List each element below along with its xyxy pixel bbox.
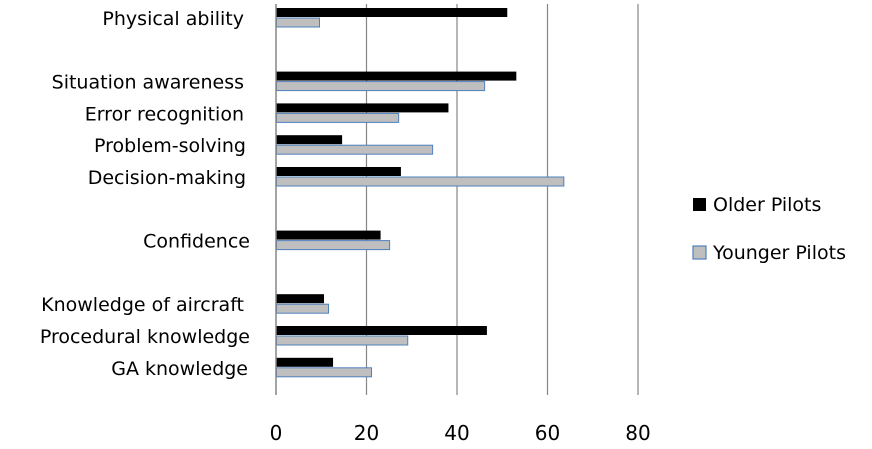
bar-older — [276, 357, 334, 367]
legend-label: Younger Pilots — [712, 242, 846, 264]
legend-swatch — [693, 198, 706, 211]
bar-older — [276, 326, 487, 335]
bar-younger — [276, 112, 400, 123]
category-label: Problem-solving — [94, 135, 246, 157]
category-label: Physical ability — [102, 8, 244, 30]
bar-younger — [276, 367, 373, 378]
legend-swatch — [692, 245, 707, 260]
bars — [276, 8, 565, 378]
bar-younger — [276, 303, 330, 314]
category-label: Situation awareness — [52, 72, 244, 94]
bar-younger — [276, 17, 320, 28]
bar-younger — [276, 81, 486, 92]
bar-younger — [276, 240, 391, 251]
tick-label: 20 — [354, 421, 379, 445]
category-label: Error recognition — [85, 103, 244, 125]
tick-labels: 0 20 40 60 80 — [270, 421, 651, 445]
bar-older — [276, 103, 449, 113]
bar-older — [276, 8, 508, 17]
category-label: Procedural knowledge — [40, 326, 250, 348]
category-label: Knowledge of aircraft — [41, 294, 244, 316]
legend-label: Older Pilots — [713, 194, 821, 216]
bar-younger — [276, 176, 565, 187]
category-labels: Physical ability Situation awareness Error… — [40, 8, 250, 380]
category-label: Confidence — [143, 231, 250, 253]
bar-older — [276, 71, 517, 81]
bar-older — [276, 135, 343, 145]
tick-label: 80 — [625, 421, 650, 445]
legend: Older Pilots Younger Pilots — [692, 194, 846, 264]
category-label: GA knowledge — [111, 358, 248, 380]
bar-older — [276, 230, 381, 240]
tick-label: 40 — [444, 421, 469, 445]
bar-younger — [276, 144, 434, 155]
tick-label: 60 — [535, 421, 560, 445]
tick-label: 0 — [270, 421, 283, 445]
category-label: Decision-making — [88, 167, 246, 189]
bar-younger — [276, 335, 409, 346]
bar-older — [276, 294, 325, 304]
bar-older — [276, 167, 401, 176]
